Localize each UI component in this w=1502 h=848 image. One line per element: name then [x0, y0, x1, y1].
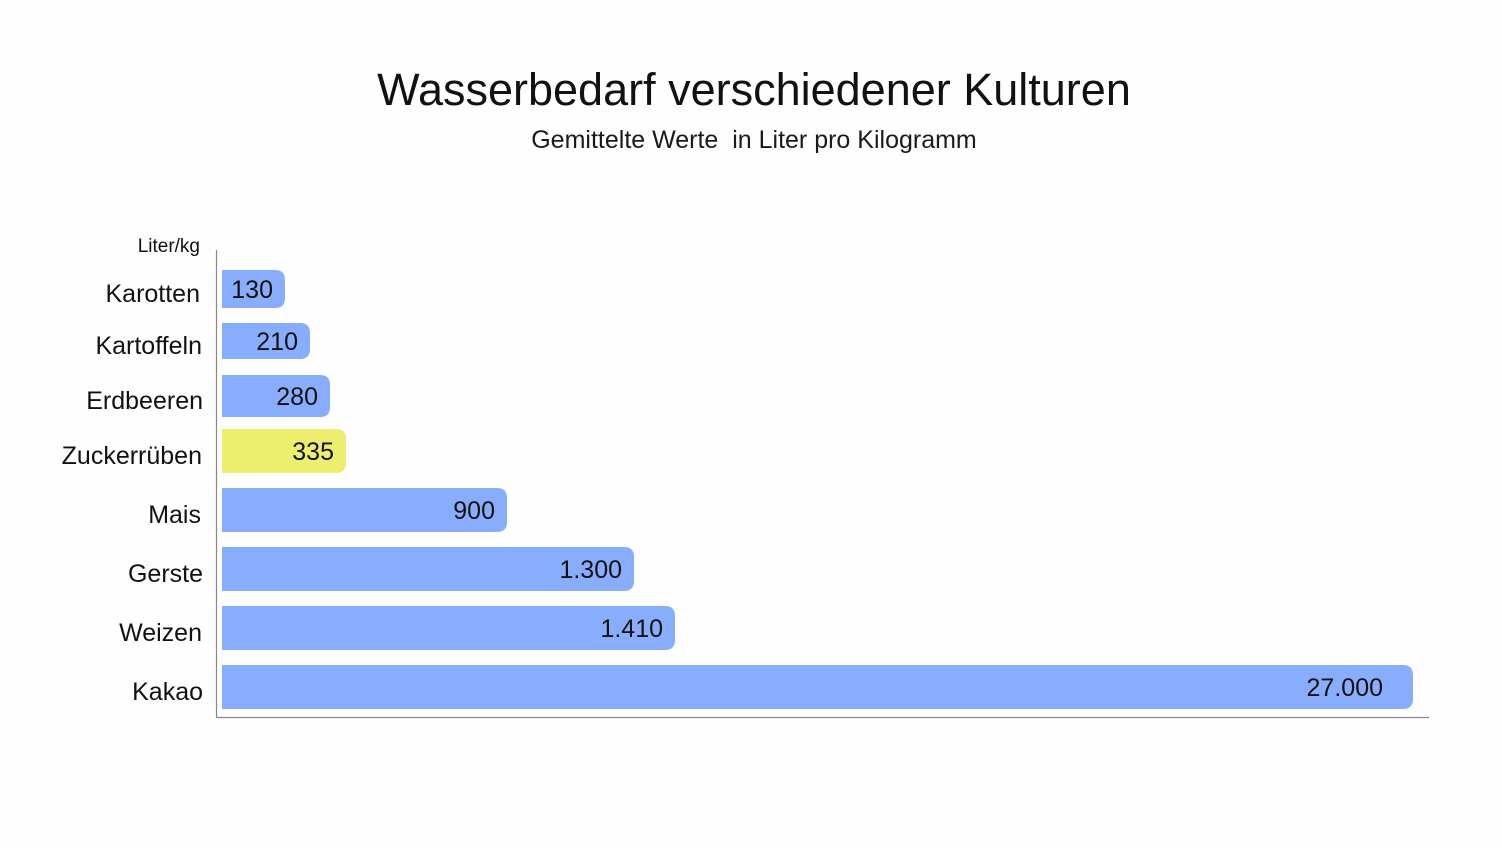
- bar-3: [222, 429, 346, 473]
- value-label: 210: [256, 328, 298, 356]
- category-label: Mais: [148, 501, 201, 529]
- value-label: 280: [276, 383, 318, 411]
- category-label: Kakao: [132, 678, 203, 706]
- value-label: 1.300: [559, 556, 622, 584]
- category-label: Zuckerrüben: [62, 442, 202, 470]
- bar-group-4: Mais 900: [148, 488, 507, 532]
- category-label: Kartoffeln: [95, 332, 202, 360]
- bars-layer: Karotten 130 Kartoffeln 210 Erdbeeren 280 Zuck…: [62, 270, 1413, 709]
- category-label: Erdbeeren: [86, 387, 203, 415]
- bar-group-2: Erdbeeren 280: [86, 375, 330, 417]
- chart-subtitle: Gemittelte Werte in Liter pro Kilogramm: [531, 126, 977, 154]
- value-label: 130: [231, 276, 273, 304]
- bar-2: [222, 375, 330, 417]
- bar-1: [222, 323, 310, 359]
- value-label: 1.410: [600, 615, 663, 643]
- bar-group-6: Weizen 1.410: [119, 606, 675, 650]
- bar-7: [222, 665, 1413, 709]
- value-label: 900: [453, 497, 495, 525]
- bar-5: [222, 547, 634, 591]
- category-label: Karotten: [105, 280, 200, 308]
- value-label: 27.000: [1307, 674, 1383, 702]
- bar-group-7: Kakao 27.000: [132, 665, 1413, 709]
- chart-title: Wasserbedarf verschiedener Kulturen: [377, 64, 1131, 115]
- bar-group-0: Karotten 130: [105, 270, 285, 308]
- bar-0: [222, 270, 285, 308]
- unit-label: Liter/kg: [138, 236, 200, 257]
- bar-6: [222, 606, 675, 650]
- category-label: Gerste: [128, 560, 203, 588]
- bar-group-1: Kartoffeln 210: [95, 323, 310, 360]
- bar-4: [222, 488, 507, 532]
- category-label: Weizen: [119, 619, 202, 647]
- value-label: 335: [292, 438, 334, 466]
- bar-group-5: Gerste 1.300: [128, 547, 634, 591]
- bar-group-3: Zuckerrüben 335: [62, 429, 346, 473]
